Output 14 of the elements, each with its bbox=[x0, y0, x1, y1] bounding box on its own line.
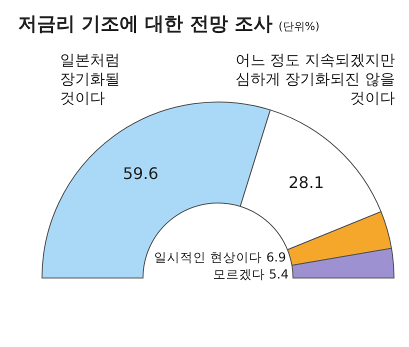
value: 59.6 bbox=[122, 164, 158, 183]
value: 5.4 bbox=[268, 266, 289, 282]
category: 장기화될 bbox=[60, 70, 120, 88]
title: 저금리 기조에 대한 전망 조사 bbox=[18, 13, 272, 35]
category: 일시적인 현상이다 bbox=[154, 249, 262, 264]
category: 심하게 장기화되진 않을 bbox=[235, 70, 395, 88]
category: 것이다 bbox=[60, 89, 105, 107]
subtitle: (단위%) bbox=[278, 20, 320, 33]
category: 어느 정도 지속되겠지만 bbox=[235, 51, 395, 69]
category: 모르겠다 bbox=[212, 266, 265, 282]
category: 일본처럼 bbox=[60, 51, 120, 69]
category: 것이다 bbox=[350, 89, 395, 107]
value: 28.1 bbox=[288, 172, 324, 192]
value: 6.9 bbox=[266, 249, 286, 264]
